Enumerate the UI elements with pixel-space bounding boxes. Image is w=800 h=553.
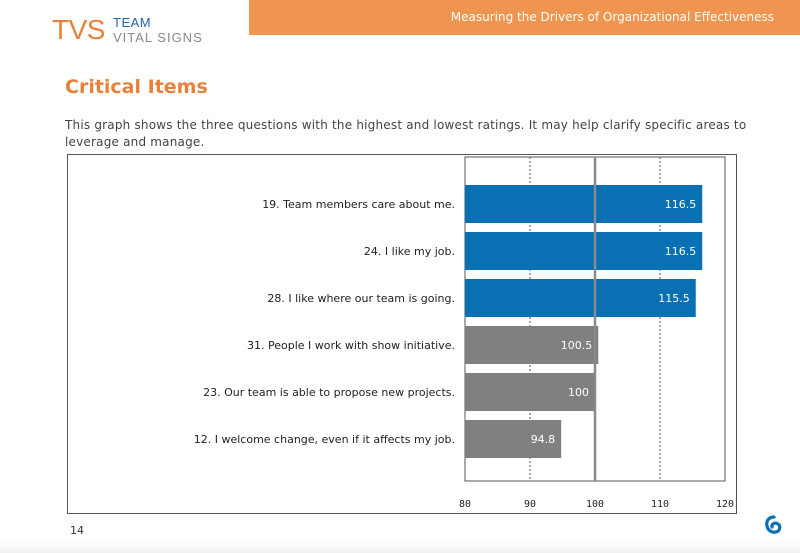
chart: 116.5 19. Team members care about me. 116.…: [194, 156, 734, 510]
logo-brand: TVS: [52, 14, 105, 45]
bar-value-label: 100: [568, 386, 589, 399]
logo-line2: VITAL SIGNS: [113, 30, 203, 45]
bar-1: [465, 185, 703, 223]
x-tick-label: 90: [524, 499, 536, 510]
bar-value-label: 94.8: [531, 433, 556, 446]
x-tick-label: 110: [651, 499, 669, 510]
header-title: Measuring the Drivers of Organizational …: [450, 10, 774, 24]
chart-frame: 116.5 19. Team members care about me. 116.…: [67, 154, 737, 514]
bar-value-label: 115.5: [658, 292, 690, 305]
bar-6: [465, 420, 562, 458]
x-tick-label: 100: [586, 499, 604, 510]
intro-text: This graph shows the three questions wit…: [65, 118, 747, 149]
bar-4: [465, 326, 599, 364]
category-label: 28. I like where our team is going.: [267, 292, 455, 305]
category-label: 23. Our team is able to propose new proj…: [203, 386, 455, 399]
bar-3: [465, 279, 696, 317]
brand-mark-icon: [765, 515, 782, 534]
category-label: 12. I welcome change, even if it affects…: [194, 433, 455, 446]
bar-value-label: 116.5: [665, 245, 697, 258]
footer-band: [0, 541, 800, 553]
page-number: 14: [70, 524, 84, 537]
bar-value-label: 116.5: [665, 198, 697, 211]
category-label: 24. I like my job.: [364, 245, 455, 258]
header-bar: Measuring the Drivers of Organizational …: [249, 0, 800, 35]
section-title: Critical Items: [65, 76, 208, 98]
category-label: 31. People I work with show initiative.: [247, 339, 455, 352]
x-tick-label: 120: [716, 499, 734, 510]
logo-line1: TEAM: [113, 15, 152, 30]
x-tick-label: 80: [459, 499, 471, 510]
bar-value-label: 100.5: [561, 339, 593, 352]
bar-5: [465, 373, 595, 411]
bar-2: [465, 232, 703, 270]
category-label: 19. Team members care about me.: [262, 198, 455, 211]
